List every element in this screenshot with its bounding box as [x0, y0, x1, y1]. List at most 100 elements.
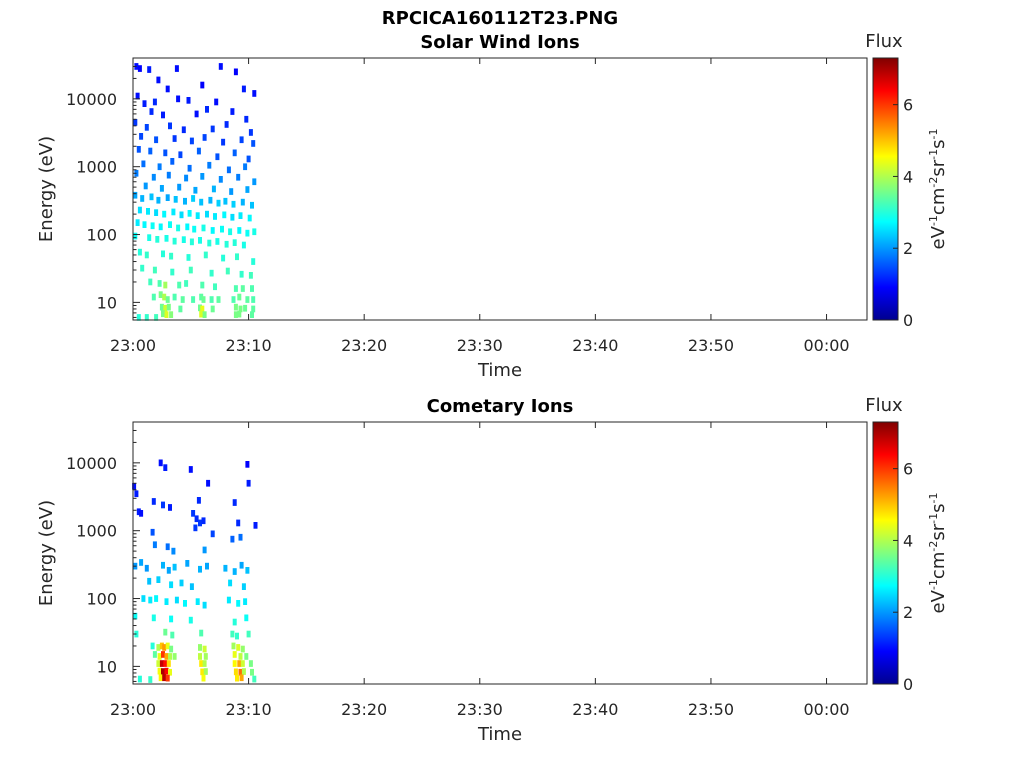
heatmap-cell	[133, 119, 138, 126]
heatmap-cell	[174, 65, 179, 72]
heatmap-cell	[166, 660, 171, 667]
heatmap-cell	[246, 630, 251, 638]
heatmap-cell	[200, 81, 205, 89]
heatmap-cell	[188, 466, 193, 473]
heatmap-cell	[161, 250, 165, 258]
x-tick-label: 23:10	[226, 700, 272, 719]
heatmap-cell	[159, 185, 164, 192]
heatmap-cell	[165, 194, 170, 201]
heatmap-cell	[152, 541, 157, 549]
heatmap-cell	[240, 660, 245, 667]
heatmap-cell	[155, 236, 160, 243]
heatmap-cell	[243, 304, 248, 312]
heatmap-cell	[233, 68, 238, 76]
heatmap-cell	[247, 214, 252, 222]
heatmap-cell	[195, 598, 200, 605]
x-tick-label: 23:20	[341, 700, 387, 719]
heatmap-cell	[159, 642, 164, 650]
heatmap-cell	[154, 136, 159, 144]
heatmap-cell	[161, 111, 165, 119]
heatmap-cell	[240, 198, 245, 206]
heatmap-cell	[245, 296, 250, 303]
heatmap-cell	[178, 151, 183, 159]
heatmap-cell	[163, 660, 168, 667]
heatmap-cell	[248, 129, 253, 136]
heatmap-cell	[230, 108, 235, 115]
x-tick-label: 23:00	[110, 336, 156, 355]
heatmap-cell	[232, 651, 237, 658]
heatmap-cell	[139, 559, 144, 566]
heatmap-cell	[173, 196, 178, 203]
x-tick-label: 23:30	[457, 700, 503, 719]
heatmap-cell	[228, 579, 233, 587]
heatmap-cell	[169, 311, 174, 318]
heatmap-cell	[165, 296, 170, 303]
heatmap-cell	[156, 644, 161, 651]
heatmap-cell	[210, 530, 215, 538]
heatmap-cell	[189, 137, 194, 145]
heatmap-cell	[188, 266, 193, 274]
heatmap-cell	[252, 90, 257, 97]
heatmap-cell	[148, 676, 153, 683]
heatmap-cell	[199, 660, 204, 667]
heatmap-cell	[216, 199, 221, 207]
heatmap-cell	[177, 183, 182, 191]
heatmap-cell	[169, 645, 174, 653]
heatmap-cell	[170, 631, 175, 639]
heatmap-cell	[232, 149, 237, 157]
heatmap-cell	[237, 227, 242, 234]
heatmap-cell	[251, 296, 256, 303]
heatmap-cell	[177, 281, 182, 289]
heatmap-cell	[251, 140, 256, 147]
heatmap-cell	[231, 296, 236, 303]
heatmap-cell	[152, 98, 157, 106]
figure-title: RPCICA160112T23.PNG	[382, 8, 618, 29]
heatmap-cell	[137, 65, 142, 72]
heatmap-cell	[252, 178, 257, 186]
heatmap-cell	[221, 254, 226, 262]
heatmap-cell	[187, 164, 192, 172]
heatmap-cell	[236, 519, 241, 527]
plot-frame-cometary	[132, 421, 868, 685]
heatmap-cell	[166, 567, 171, 574]
heatmap-cell	[200, 305, 205, 313]
heatmap-cell	[221, 138, 226, 146]
heatmap-cell	[239, 136, 244, 144]
heatmap-cell	[245, 229, 250, 237]
heatmap-cell	[163, 304, 168, 312]
heatmap-cell	[194, 515, 199, 523]
heatmap-cell	[193, 524, 198, 532]
heatmap-cell	[151, 614, 156, 622]
heatmap-cell	[163, 628, 168, 636]
plot-frame-solar-wind	[132, 57, 868, 321]
y-tick-label: 10	[97, 293, 117, 312]
heatmap-cell	[157, 163, 162, 171]
x-tick-label: 23:20	[341, 336, 387, 355]
heatmap-cell	[168, 653, 172, 660]
heatmap-cell	[220, 225, 224, 233]
heatmap-cell	[203, 251, 208, 259]
heatmap-cell	[253, 522, 258, 529]
heatmap-cell	[218, 176, 223, 183]
y-axis-label-cometary: Energy (eV)	[36, 500, 57, 606]
heatmap-cell	[199, 629, 204, 637]
heatmap-cell	[163, 464, 168, 471]
heatmap-cell	[202, 311, 207, 318]
panel-title-solar-wind: Solar Wind Ions	[420, 32, 579, 53]
heatmap-cell	[202, 660, 207, 667]
x-tick-label: 23:50	[688, 336, 734, 355]
heatmap-cells-solar-wind	[133, 63, 257, 321]
heatmap-cell	[168, 122, 172, 130]
heatmap-cell	[196, 497, 201, 504]
heatmap-cells-cometary	[132, 459, 258, 683]
heatmap-cell	[194, 110, 199, 118]
heatmap-cell	[154, 314, 159, 321]
heatmap-cell	[163, 281, 168, 289]
heatmap-cell	[248, 660, 253, 667]
heatmap-cell	[202, 546, 207, 554]
heatmap-cell	[233, 311, 238, 318]
heatmap-cell	[250, 311, 254, 318]
heatmap-cell	[251, 305, 256, 313]
heatmap-cell	[199, 293, 204, 301]
colorbar-tick-label: 0	[903, 311, 913, 330]
